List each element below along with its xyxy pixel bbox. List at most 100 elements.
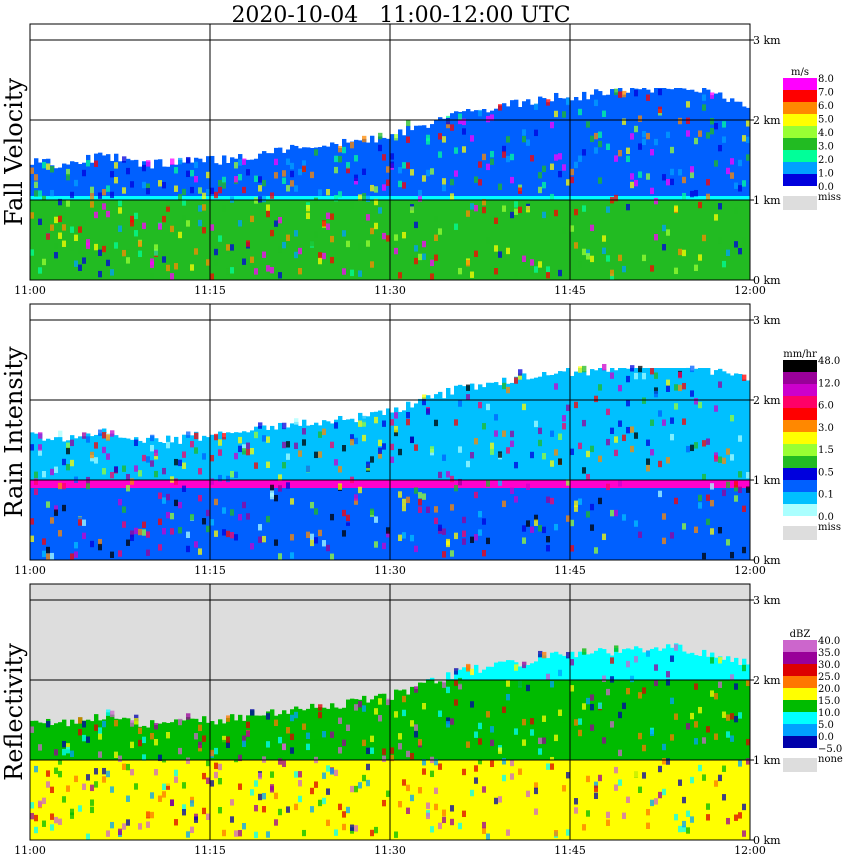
echo-column (402, 200, 407, 280)
echo-column (578, 100, 583, 196)
echo-column (710, 488, 715, 560)
echo-speckle (650, 187, 655, 195)
echo-speckle (710, 483, 715, 490)
echo-speckle (146, 160, 151, 167)
echo-speckle (114, 242, 119, 249)
echo-speckle (454, 170, 459, 177)
echo-speckle (674, 713, 679, 720)
echo-speckle (294, 185, 299, 192)
echo-column (278, 488, 283, 560)
echo-column (302, 760, 307, 840)
echo-column (674, 88, 679, 196)
echo-speckle (94, 457, 99, 464)
echo-column (398, 129, 403, 196)
echo-speckle (290, 180, 295, 187)
echo-column (742, 196, 747, 200)
echo-speckle (734, 207, 739, 215)
echo-speckle (270, 229, 275, 237)
echo-speckle (54, 749, 59, 756)
echo-speckle (290, 552, 295, 559)
echo-speckle (322, 252, 327, 260)
echo-column (506, 660, 511, 680)
echo-speckle (170, 528, 175, 535)
echo-column (358, 200, 363, 280)
echo-speckle (306, 743, 311, 751)
echo-speckle (594, 132, 599, 140)
echo-column (686, 480, 691, 488)
echo-column (470, 196, 475, 200)
legend-swatch (783, 396, 817, 408)
echo-speckle (374, 826, 379, 834)
y-tick-label: 0 km (753, 554, 781, 567)
echo-column (686, 760, 691, 840)
echo-column (690, 370, 695, 480)
echo-speckle (98, 733, 103, 740)
echo-speckle (510, 153, 515, 161)
echo-column (718, 480, 723, 488)
echo-column (30, 480, 35, 488)
echo-speckle (342, 445, 347, 452)
echo-speckle (686, 827, 691, 834)
echo-column (126, 196, 131, 200)
echo-speckle (434, 234, 439, 241)
echo-speckle (242, 735, 247, 742)
echo-speckle (78, 226, 83, 233)
echo-column (70, 719, 75, 760)
echo-column (302, 200, 307, 280)
echo-speckle (194, 541, 199, 548)
echo-speckle (110, 821, 115, 829)
echo-column (166, 200, 171, 280)
echo-column (562, 655, 567, 680)
echo-speckle (454, 147, 459, 154)
echo-column (726, 373, 731, 480)
echo-column (194, 196, 199, 200)
echo-column (470, 760, 475, 840)
echo-column (634, 200, 639, 280)
echo-column (670, 647, 675, 680)
echo-speckle (350, 269, 355, 277)
echo-column (174, 196, 179, 200)
echo-column (658, 480, 663, 488)
echo-speckle (310, 171, 315, 179)
echo-column (150, 760, 155, 840)
echo-column (122, 760, 127, 840)
echo-speckle (538, 525, 543, 532)
legend-swatch (783, 174, 817, 186)
echo-speckle (330, 213, 335, 220)
echo-column (690, 488, 695, 560)
echo-speckle (226, 530, 231, 538)
echo-column (350, 200, 355, 280)
echo-speckle (66, 168, 71, 176)
echo-column (102, 480, 107, 488)
echo-speckle (82, 219, 87, 227)
echo-column (458, 384, 463, 480)
echo-speckle (126, 257, 131, 264)
echo-speckle (678, 248, 683, 256)
echo-speckle (642, 687, 647, 694)
echo-column (714, 680, 719, 760)
echo-column (546, 200, 551, 280)
echo-speckle (310, 533, 315, 541)
echo-speckle (506, 155, 511, 163)
echo-speckle (614, 155, 619, 162)
echo-column (250, 196, 255, 200)
echo-speckle (738, 435, 743, 442)
echo-column (286, 196, 291, 200)
echo-speckle (402, 182, 407, 189)
echo-speckle (54, 252, 59, 259)
y-tick-label: 1 km (753, 754, 781, 767)
echo-speckle (602, 235, 607, 242)
echo-column (586, 760, 591, 840)
echo-column (110, 200, 115, 280)
echo-column (638, 760, 643, 840)
echo-column (650, 196, 655, 200)
echo-column (330, 488, 335, 560)
echo-speckle (466, 260, 471, 267)
legend-swatch (783, 102, 817, 114)
echo-column (242, 159, 247, 196)
echo-column (430, 124, 435, 196)
echo-column (130, 196, 135, 200)
echo-column (82, 480, 87, 488)
echo-speckle (582, 248, 587, 256)
echo-column (34, 720, 39, 760)
